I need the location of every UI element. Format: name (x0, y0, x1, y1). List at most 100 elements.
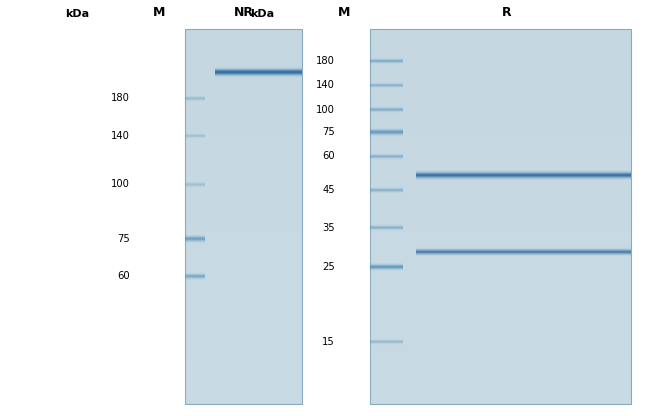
Bar (370, 231, 630, 239)
Text: 45: 45 (322, 185, 335, 195)
Bar (185, 111, 302, 119)
Bar (185, 194, 302, 201)
Text: 60: 60 (322, 151, 335, 161)
Bar (370, 291, 630, 299)
Bar (370, 194, 630, 201)
Bar (370, 59, 630, 67)
Bar (370, 89, 630, 97)
Bar (370, 389, 630, 396)
Bar (370, 156, 630, 164)
Bar (185, 216, 302, 224)
Bar (370, 186, 630, 194)
Text: 100: 100 (316, 104, 335, 115)
Bar (370, 126, 630, 134)
Bar (185, 321, 302, 329)
Bar (370, 284, 630, 291)
Bar (370, 37, 630, 44)
Text: 100: 100 (111, 179, 130, 190)
Bar (185, 224, 302, 231)
Bar (185, 231, 302, 239)
Bar (370, 74, 630, 82)
Text: 75: 75 (322, 127, 335, 137)
Bar (370, 359, 630, 366)
Bar (185, 201, 302, 209)
Bar (370, 269, 630, 276)
Bar (185, 389, 302, 396)
Bar (185, 291, 302, 299)
Bar (185, 89, 302, 97)
Bar (370, 336, 630, 344)
Bar (185, 344, 302, 351)
Bar (370, 82, 630, 89)
Bar (185, 29, 302, 404)
Bar (185, 276, 302, 284)
Bar (185, 336, 302, 344)
Bar (185, 351, 302, 359)
Bar (370, 381, 630, 389)
Bar (370, 29, 630, 404)
Bar (185, 37, 302, 44)
Bar (370, 209, 630, 216)
Bar (370, 374, 630, 381)
Bar (370, 52, 630, 59)
Bar (185, 141, 302, 149)
Bar (185, 104, 302, 111)
Bar (185, 209, 302, 216)
Bar (370, 201, 630, 209)
Bar (370, 329, 630, 336)
Bar (185, 359, 302, 366)
Bar (185, 52, 302, 59)
Bar (185, 44, 302, 52)
Text: NR: NR (234, 6, 254, 19)
Text: 35: 35 (322, 223, 335, 233)
Bar (185, 299, 302, 306)
Bar (370, 44, 630, 52)
Bar (185, 374, 302, 381)
Bar (370, 314, 630, 321)
Bar (185, 171, 302, 179)
Bar (185, 119, 302, 126)
Bar (185, 156, 302, 164)
Bar (370, 344, 630, 351)
Text: 140: 140 (316, 80, 335, 90)
Bar (370, 299, 630, 306)
Bar (370, 351, 630, 359)
Bar (185, 59, 302, 67)
Bar (185, 164, 302, 171)
Bar (185, 396, 302, 404)
Bar (370, 254, 630, 261)
Text: 75: 75 (117, 234, 130, 244)
Bar (370, 246, 630, 254)
Bar (185, 269, 302, 276)
Text: kDa: kDa (65, 9, 89, 19)
Bar (370, 276, 630, 284)
Bar (370, 141, 630, 149)
Text: 140: 140 (111, 131, 130, 141)
Bar (185, 246, 302, 254)
Bar (370, 97, 630, 104)
Text: kDa: kDa (250, 9, 274, 19)
Bar (370, 67, 630, 74)
Bar (185, 254, 302, 261)
Bar (185, 381, 302, 389)
Bar (185, 134, 302, 141)
Bar (370, 396, 630, 404)
Text: M: M (338, 6, 351, 19)
Bar (185, 179, 302, 186)
Bar (185, 366, 302, 374)
Bar (185, 149, 302, 156)
Bar (370, 366, 630, 374)
Bar (185, 29, 302, 37)
Text: 180: 180 (111, 93, 130, 104)
Bar (370, 29, 630, 37)
Bar (185, 74, 302, 82)
Bar (370, 261, 630, 269)
Bar (370, 119, 630, 126)
Bar (370, 179, 630, 186)
Bar (370, 149, 630, 156)
Text: 15: 15 (322, 337, 335, 347)
Bar (370, 306, 630, 314)
Bar (185, 126, 302, 134)
Bar (370, 111, 630, 119)
Bar (370, 239, 630, 246)
